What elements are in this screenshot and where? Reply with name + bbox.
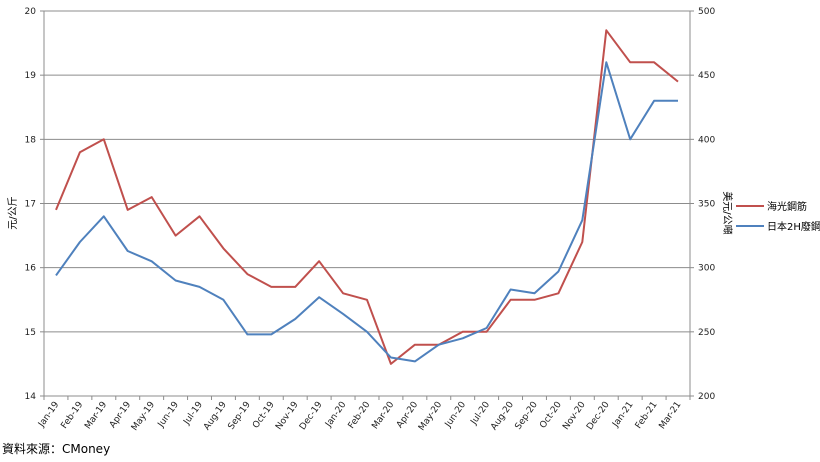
y-left-tick-label: 16 xyxy=(25,264,37,274)
y-left-tick-label: 20 xyxy=(25,7,37,17)
series-line-0 xyxy=(55,29,679,365)
y-right-tick-label: 450 xyxy=(698,71,715,81)
y-axis-right-title: 美元/公噸 xyxy=(721,191,734,234)
x-tick-label: Jan-21 xyxy=(610,400,635,430)
x-tick-label: Feb-21 xyxy=(634,400,660,431)
x-tick-label: May-20 xyxy=(417,400,444,433)
legend-label-0: 海光鋼筋 xyxy=(767,200,807,213)
x-tick-label: Sep-20 xyxy=(514,400,541,432)
x-tick-label: Feb-20 xyxy=(347,400,373,431)
y-left-tick-label: 19 xyxy=(25,71,37,81)
gridlines xyxy=(44,10,690,397)
y-left-tick-label: 14 xyxy=(25,392,37,402)
y-right-tick-label: 250 xyxy=(698,328,715,338)
axes xyxy=(40,10,694,400)
x-tick-label: Apr-19 xyxy=(108,400,133,430)
y-right-tick-label: 350 xyxy=(698,200,715,210)
x-tick-label: Mar-19 xyxy=(83,400,109,431)
x-tick-label: Dec-19 xyxy=(298,400,325,432)
x-tick-label: Jun-20 xyxy=(443,400,468,430)
x-tick-label: Sep-19 xyxy=(226,400,253,432)
x-tick-label: Apr-20 xyxy=(395,400,420,430)
y-left-tick-label: 15 xyxy=(25,328,36,338)
x-tick-label: Mar-20 xyxy=(370,400,396,431)
x-tick-label: Nov-20 xyxy=(561,400,588,432)
x-tick-label: Oct-20 xyxy=(538,400,564,431)
left-axis-ticks: 14 15 16 17 18 19 20 xyxy=(25,7,37,402)
x-tick-label: Aug-20 xyxy=(489,400,516,432)
y-right-tick-label: 500 xyxy=(698,7,715,17)
x-tick-label: Feb-19 xyxy=(60,400,86,431)
x-tick-label: Jan-20 xyxy=(323,400,348,430)
x-tick-label: Aug-19 xyxy=(202,400,229,432)
x-tick-label: Jul-20 xyxy=(469,400,493,428)
y-left-tick-label: 17 xyxy=(25,200,36,210)
y-right-tick-label: 300 xyxy=(698,264,715,274)
x-tick-label: Oct-19 xyxy=(251,400,277,431)
series-line-1 xyxy=(55,61,678,363)
source-note: 資料來源：CMoney xyxy=(2,442,111,456)
x-tick-label: Nov-19 xyxy=(274,400,301,432)
x-tick-label: Jul-19 xyxy=(182,400,206,428)
x-tick-label: Jan-19 xyxy=(36,400,61,430)
y-left-tick-label: 18 xyxy=(25,135,37,145)
x-tick-label: Jun-19 xyxy=(156,400,181,430)
x-tick-label: Dec-20 xyxy=(585,400,612,432)
y-right-tick-label: 200 xyxy=(698,392,715,402)
series-lines xyxy=(55,29,679,365)
y-axis-left-title: 元/公斤 xyxy=(7,196,19,229)
y-right-tick-label: 400 xyxy=(698,135,715,145)
legend-label-1: 日本2H廢鋼 xyxy=(767,220,820,233)
x-tick-label: Mar-21 xyxy=(657,400,683,431)
x-tick-label: May-19 xyxy=(130,400,157,433)
right-axis-ticks: 200 250 300 350 400 450 500 xyxy=(698,7,715,402)
line-chart: 14 15 16 17 18 19 20 200 250 300 350 400 450 500 Jan… xyxy=(7,7,820,433)
